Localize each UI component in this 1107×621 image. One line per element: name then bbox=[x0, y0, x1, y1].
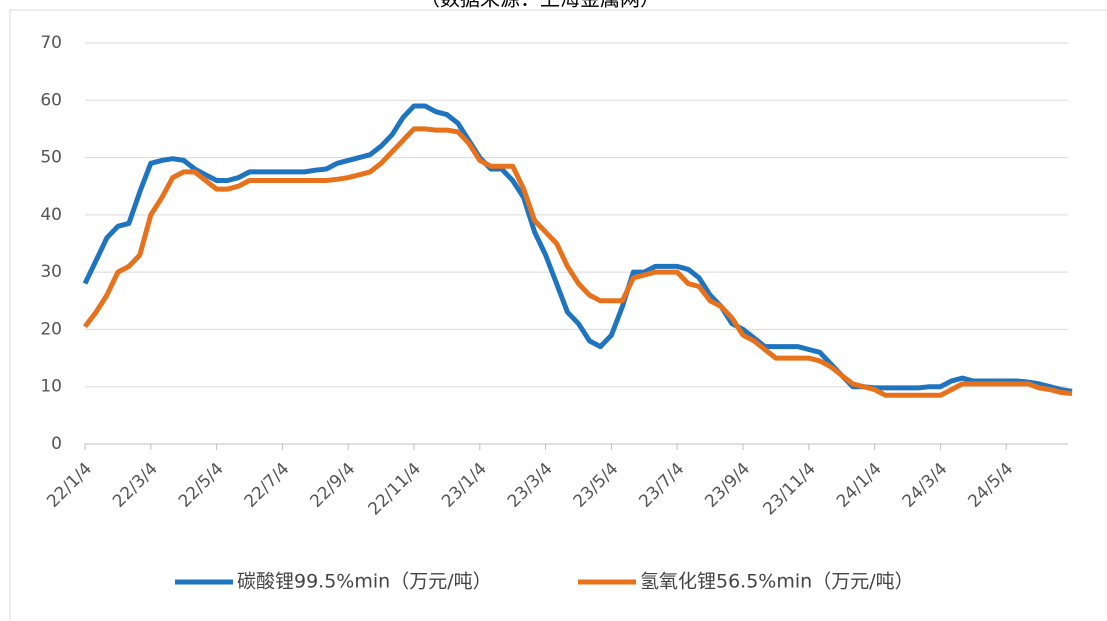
source: （数据来源：上海金属网） bbox=[420, 0, 660, 11]
x-tick-label: 22/1/4 bbox=[43, 459, 96, 512]
y-tick-label: 60 bbox=[40, 90, 62, 110]
x-tick-label: 23/5/4 bbox=[570, 459, 623, 512]
x-tick-label: 22/9/4 bbox=[306, 459, 359, 512]
y-tick-label: 30 bbox=[40, 262, 62, 282]
y-tick-label: 50 bbox=[40, 148, 62, 168]
x-tick-label: 24/3/4 bbox=[899, 459, 952, 512]
series-line bbox=[83, 126, 1073, 398]
legend-label: 氢氧化锂56.5%min（万元/吨） bbox=[640, 571, 914, 593]
y-tick-label: 40 bbox=[40, 205, 62, 225]
x-tick-label: 22/5/4 bbox=[175, 459, 228, 512]
y-tick-label: 70 bbox=[40, 33, 62, 53]
legend-label: 碳酸锂99.5%min（万元/吨） bbox=[237, 571, 492, 593]
x-tick-label: 24/1/4 bbox=[833, 459, 886, 512]
x-tick-label: 23/9/4 bbox=[701, 459, 754, 512]
x-tick-label: 24/5/4 bbox=[964, 459, 1017, 512]
x-tick-label: 22/7/4 bbox=[241, 459, 294, 512]
x-tick-label: 23/1/4 bbox=[438, 459, 491, 512]
x-tick-label: 22/11/4 bbox=[365, 459, 425, 519]
x-tick-label: 22/3/4 bbox=[109, 459, 162, 512]
chart-frame bbox=[9, 9, 1107, 621]
series-line bbox=[82, 103, 1073, 394]
y-tick-label: 10 bbox=[40, 377, 62, 397]
x-tick-label: 23/3/4 bbox=[504, 459, 557, 512]
y-tick-label: 20 bbox=[40, 319, 62, 339]
x-tick-label: 23/11/4 bbox=[759, 459, 819, 519]
y-tick-label: 0 bbox=[51, 434, 62, 454]
x-tick-label: 23/7/4 bbox=[635, 459, 688, 512]
